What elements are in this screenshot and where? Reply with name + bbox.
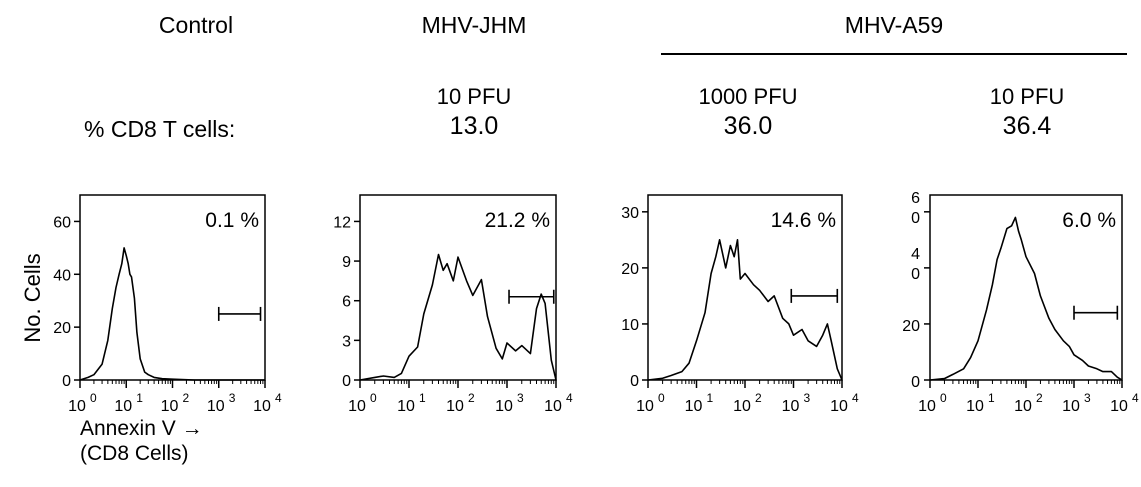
- y-tick-label: 12: [333, 214, 351, 231]
- x-tick-label: 10: [253, 398, 271, 415]
- x-tick-exponent: 0: [658, 391, 665, 405]
- x-tick-exponent: 2: [755, 391, 762, 405]
- y-tick-label: 9: [342, 254, 351, 271]
- pct-value-a59-high: 36.0: [723, 112, 773, 140]
- x-tick-exponent: 1: [136, 391, 143, 405]
- x-tick-exponent: 0: [370, 391, 377, 405]
- x-tick-label: 10: [495, 398, 513, 415]
- column-title-control: Control: [158, 12, 234, 38]
- x-tick-exponent: 1: [419, 391, 426, 405]
- x-tick-exponent: 3: [1084, 391, 1091, 405]
- y-tick-label: 0: [911, 210, 920, 227]
- mhv-a59-group-rule: [661, 53, 1127, 55]
- pct-value-jhm: 13.0: [449, 112, 499, 140]
- column-title-mhv-jhm: MHV-JHM: [421, 12, 527, 38]
- x-tick-exponent: 4: [1132, 391, 1139, 405]
- x-tick-label: 10: [782, 398, 800, 415]
- histogram-line: [79, 247, 265, 381]
- x-axis-label: Annexin V →: [80, 417, 203, 440]
- x-tick-label: 10: [685, 398, 703, 415]
- x-tick-exponent: 1: [707, 391, 714, 405]
- gate-percentage: 0.1 %: [205, 209, 259, 232]
- x-tick-exponent: 4: [852, 391, 859, 405]
- x-tick-label: 10: [830, 398, 848, 415]
- gate-percentage: 14.6 %: [771, 209, 836, 232]
- x-tick-exponent: 4: [275, 391, 282, 405]
- x-tick-exponent: 1: [988, 391, 995, 405]
- dose-label-jhm: 10 PFU: [436, 84, 512, 109]
- pct-cd8-label: % CD8 T cells:: [84, 116, 236, 142]
- x-tick-label: 10: [636, 398, 654, 415]
- y-tick-label: 40: [53, 267, 71, 284]
- x-tick-label: 10: [918, 398, 936, 415]
- x-axis-sublabel: (CD8 Cells): [80, 442, 189, 465]
- y-tick-label: 6: [342, 294, 351, 311]
- x-tick-label: 10: [114, 398, 132, 415]
- x-tick-label: 10: [966, 398, 984, 415]
- x-tick-label: 10: [446, 398, 464, 415]
- y-tick-label: 20: [53, 320, 71, 337]
- dose-label-a59-low: 10 PFU: [989, 84, 1065, 109]
- y-tick-label: 3: [342, 333, 351, 350]
- y-tick-label: 60: [53, 214, 71, 231]
- x-tick-exponent: 3: [517, 391, 524, 405]
- y-tick-label: 4: [911, 246, 920, 263]
- y-tick-label: 0: [911, 266, 920, 283]
- y-tick-label: 0: [342, 373, 351, 390]
- x-tick-label: 10: [207, 398, 225, 415]
- column-title-mhv-a59: MHV-A59: [844, 12, 944, 38]
- y-tick-label: 0: [630, 373, 639, 390]
- y-tick-label: 10: [621, 317, 639, 334]
- x-tick-exponent: 0: [940, 391, 947, 405]
- x-tick-label: 10: [1014, 398, 1032, 415]
- x-tick-exponent: 4: [566, 391, 573, 405]
- x-tick-label: 10: [397, 398, 415, 415]
- pct-value-a59-low: 36.4: [1002, 112, 1052, 140]
- y-tick-label: 0: [62, 373, 71, 390]
- x-tick-label: 10: [1110, 398, 1128, 415]
- y-tick-label: 20: [621, 261, 639, 278]
- y-tick-label: 30: [621, 205, 639, 222]
- histogram-line: [647, 239, 843, 381]
- x-tick-exponent: 2: [468, 391, 475, 405]
- x-tick-label: 10: [733, 398, 751, 415]
- y-tick-label: 0: [911, 374, 920, 391]
- x-tick-exponent: 2: [183, 391, 190, 405]
- x-tick-exponent: 3: [229, 391, 236, 405]
- x-tick-exponent: 2: [1036, 391, 1043, 405]
- histogram-line: [929, 216, 1123, 381]
- gate-percentage: 6.0 %: [1062, 209, 1116, 232]
- x-tick-exponent: 3: [804, 391, 811, 405]
- x-tick-label: 10: [161, 398, 179, 415]
- x-tick-label: 10: [1062, 398, 1080, 415]
- x-tick-exponent: 0: [90, 391, 97, 405]
- dose-label-a59-high: 1000 PFU: [698, 84, 798, 109]
- histogram-line: [359, 253, 557, 381]
- gate-percentage: 21.2 %: [485, 209, 550, 232]
- x-tick-label: 10: [68, 398, 86, 415]
- y-tick-label: 20: [902, 318, 920, 335]
- y-tick-label: 6: [911, 190, 920, 207]
- x-tick-label: 10: [348, 398, 366, 415]
- x-tick-label: 10: [544, 398, 562, 415]
